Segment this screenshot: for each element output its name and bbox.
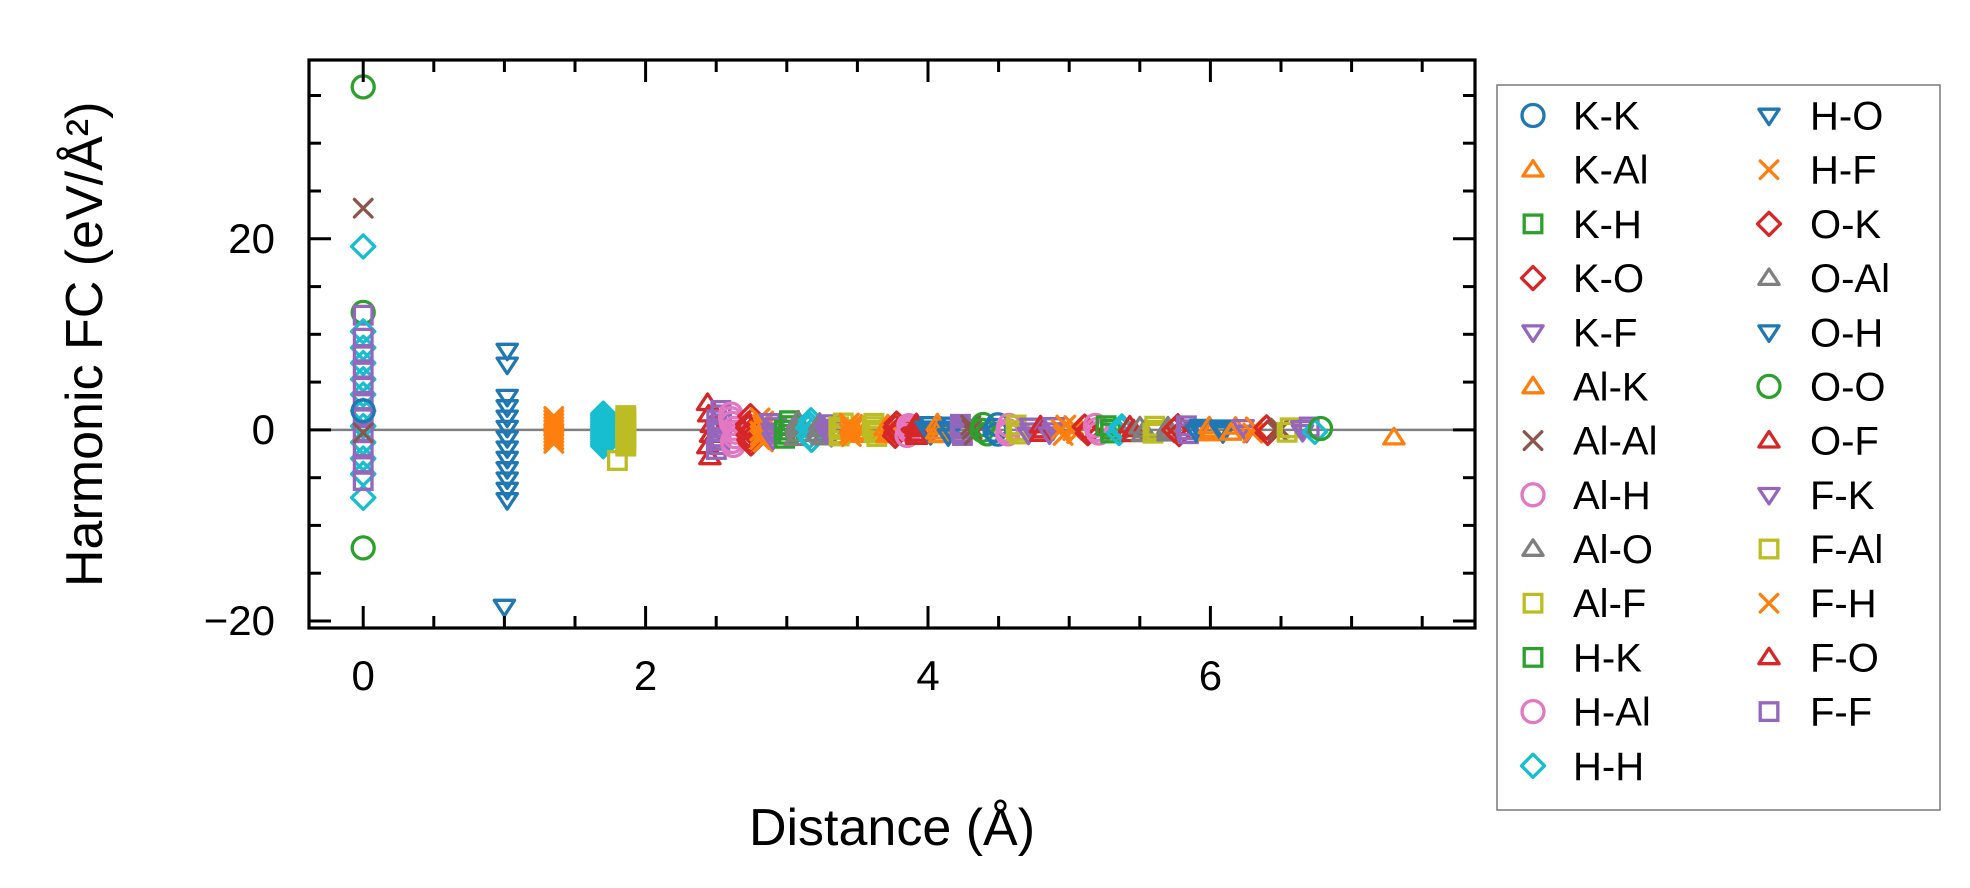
- svg-text:Al-F: Al-F: [1573, 582, 1646, 626]
- svg-text:H-H: H-H: [1573, 745, 1644, 789]
- svg-text:Al-K: Al-K: [1573, 365, 1649, 409]
- svg-text:K-Al: K-Al: [1573, 149, 1649, 193]
- svg-text:K-H: K-H: [1573, 203, 1642, 247]
- svg-text:H-O: H-O: [1810, 95, 1883, 139]
- svg-text:2: 2: [634, 652, 657, 699]
- svg-text:Distance (Å): Distance (Å): [749, 799, 1035, 857]
- svg-text:6: 6: [1199, 652, 1222, 699]
- svg-text:Al-H: Al-H: [1573, 474, 1651, 518]
- svg-text:O-F: O-F: [1810, 420, 1879, 464]
- svg-text:−20: −20: [204, 597, 275, 644]
- svg-text:K-K: K-K: [1573, 95, 1640, 139]
- svg-text:O-H: O-H: [1810, 311, 1883, 355]
- svg-text:F-Al: F-Al: [1810, 528, 1883, 572]
- svg-text:O-Al: O-Al: [1810, 257, 1890, 301]
- svg-text:F-F: F-F: [1810, 691, 1872, 735]
- svg-text:0: 0: [252, 406, 275, 453]
- svg-text:F-K: F-K: [1810, 474, 1875, 518]
- svg-text:Al-Al: Al-Al: [1573, 420, 1657, 464]
- svg-text:4: 4: [916, 652, 939, 699]
- svg-text:0: 0: [352, 652, 375, 699]
- svg-text:F-O: F-O: [1810, 636, 1879, 680]
- svg-text:F-H: F-H: [1810, 582, 1877, 626]
- svg-text:Al-O: Al-O: [1573, 528, 1653, 572]
- svg-text:K-O: K-O: [1573, 257, 1644, 301]
- svg-text:20: 20: [228, 215, 275, 262]
- svg-text:O-O: O-O: [1810, 365, 1886, 409]
- svg-text:H-Al: H-Al: [1573, 691, 1651, 735]
- svg-text:H-F: H-F: [1810, 149, 1877, 193]
- svg-text:O-K: O-K: [1810, 203, 1881, 247]
- svg-text:H-K: H-K: [1573, 636, 1642, 680]
- svg-text:K-F: K-F: [1573, 311, 1637, 355]
